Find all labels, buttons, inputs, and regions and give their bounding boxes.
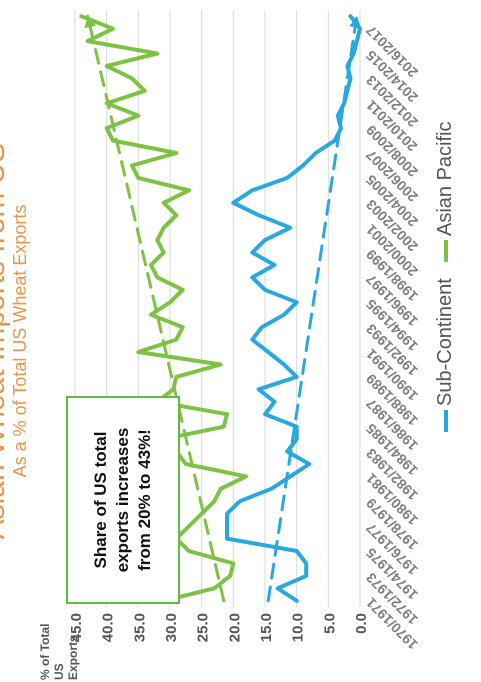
legend-item-asian-pacific: Asian Pacific: [434, 121, 457, 262]
chart-subtitle: As a % of Total US Wheat Exports: [10, 204, 30, 478]
y-tick-label: 5.0: [321, 613, 338, 634]
trendline-asian-pacific-arrowhead: [84, 16, 97, 29]
y-tick-label: 15.0: [258, 613, 275, 642]
y-tick-label: 40.0: [100, 613, 117, 642]
y-tick-label: 25.0: [195, 613, 212, 642]
trendline-asian-pacific: [86, 14, 226, 603]
y-tick-label: 10.0: [290, 613, 307, 642]
series-line-asian-pacific: [79, 14, 248, 603]
y-tick-label: 20.0: [226, 613, 243, 642]
annotation-box: Share of US total exports increases from…: [66, 396, 180, 604]
trendline-sub-continent-arrowhead: [349, 16, 362, 28]
legend-swatch-sub-continent: [443, 410, 448, 432]
y-tick-label: 45.0: [68, 613, 85, 642]
legend-swatch-asian-pacific: [443, 240, 448, 262]
series-line-sub-continent: [225, 14, 362, 603]
y-tick-label: 35.0: [131, 613, 148, 642]
trendline-sub-continent: [266, 14, 359, 603]
legend-item-sub-continent: Sub-Continent: [434, 278, 457, 432]
y-tick-label: 0.0: [353, 613, 370, 634]
legend-label-sub-continent: Sub-Continent: [434, 278, 456, 406]
y-tick-label: 30.0: [163, 613, 180, 642]
y-axis-label: % of Total US Exports: [38, 623, 80, 680]
legend-label-asian-pacific: Asian Pacific: [434, 121, 456, 237]
